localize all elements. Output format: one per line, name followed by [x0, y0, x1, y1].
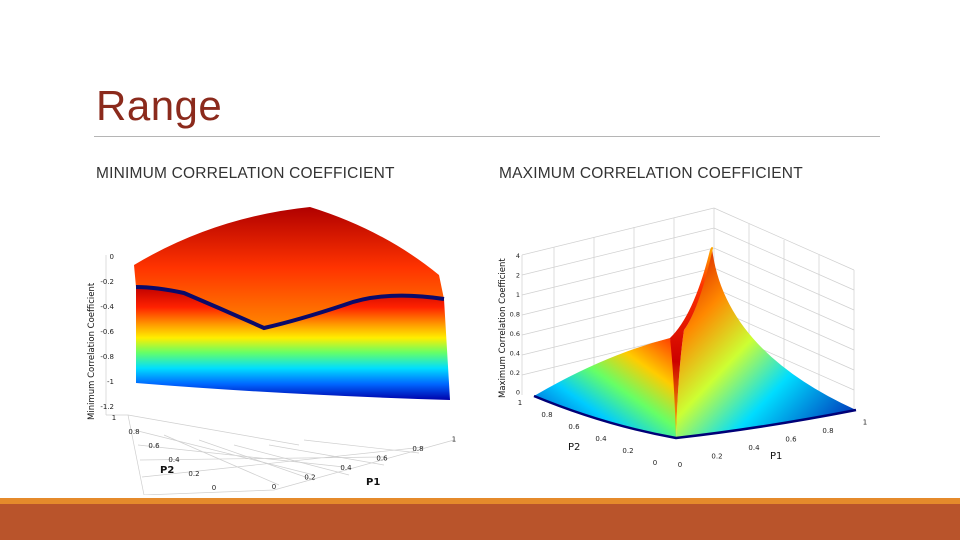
max-p1-tick-2: 0.4: [748, 444, 760, 452]
min-z-tick-5: -1: [107, 378, 114, 386]
max-z-tick-2: 1: [516, 291, 520, 299]
min-z-tick-0: 0: [110, 253, 114, 261]
min-z-tick-1: -0.2: [100, 278, 114, 286]
max-surface-right-wing: [676, 248, 856, 438]
min-minimum-ridge: [135, 285, 445, 331]
footer-accent-line: [0, 498, 960, 504]
min-p1-tick-4: 0.8: [412, 445, 423, 453]
max-p2-tick-1: 0.8: [541, 411, 552, 419]
min-plot-grid: [105, 255, 455, 495]
max-p2-tick-0: 1: [518, 399, 522, 407]
footer-bar: [0, 504, 960, 540]
max-z-tick-5: 0.4: [510, 350, 520, 358]
max-z-tick-0: 4: [516, 252, 520, 260]
max-p2-tick-2: 0.6: [568, 423, 580, 431]
max-correlation-heading: MAXIMUM CORRELATION COEFFICIENT: [499, 165, 803, 182]
max-z-tick-6: 0.2: [510, 369, 520, 377]
max-p2-tick-5: 0: [653, 459, 657, 467]
min-p1-tick-5: 1: [452, 436, 456, 444]
max-p2-tick-labels: 1 0.8 0.6 0.4 0.2 0: [518, 399, 657, 467]
min-p1-tick-1: 0.2: [304, 474, 315, 482]
max-p1-tick-4: 0.8: [822, 427, 833, 435]
max-p2-axis-label: P2: [568, 442, 580, 453]
max-p1-axis-label: P1: [770, 451, 782, 462]
min-z-tick-labels: 0 -0.2 -0.4 -0.6 -0.8 -1 -1.2: [100, 253, 114, 411]
min-p2-tick-4: 0.2: [188, 470, 199, 478]
max-p2-tick-3: 0.4: [595, 435, 607, 443]
max-z-tick-4: 0.6: [510, 330, 520, 338]
max-p1-tick-3: 0.6: [785, 436, 797, 444]
min-z-tick-4: -0.8: [100, 353, 114, 361]
slide-title: Range: [96, 82, 223, 129]
max-p1-tick-0: 0: [678, 461, 682, 469]
min-p1-tick-2: 0.4: [340, 464, 352, 472]
max-surface-front-edge: [533, 394, 857, 440]
min-p1-tick-3: 0.6: [376, 455, 388, 463]
min-p2-axis-label: P2: [160, 465, 174, 476]
min-p1-tick-0: 0: [272, 483, 276, 491]
max-z-tick-labels: 4 2 1 0.8 0.6 0.4 0.2 0: [510, 252, 520, 397]
min-p1-tick-labels: 0 0.2 0.4 0.6 0.8 1: [272, 436, 456, 492]
min-z-tick-2: -0.4: [100, 303, 114, 311]
max-surface-left-wing: [534, 338, 676, 438]
min-p2-tick-1: 0.8: [128, 428, 139, 436]
max-p2-tick-4: 0.2: [622, 447, 633, 455]
max-p1-tick-5: 1: [863, 419, 867, 427]
min-p1-axis-label: P1: [366, 477, 380, 488]
max-p1-tick-labels: 0 0.2 0.4 0.6 0.8 1: [678, 419, 867, 470]
max-z-tick-7: 0: [516, 389, 520, 397]
min-correlation-heading: MINIMUM CORRELATION COEFFICIENT: [96, 165, 395, 182]
min-p2-tick-3: 0.4: [168, 456, 180, 464]
title-divider: [94, 136, 880, 137]
min-p2-tick-2: 0.6: [148, 442, 160, 450]
max-z-axis-label: Maximum Correlation Coefficient: [498, 258, 508, 398]
min-p2-tick-labels: 1 0.8 0.6 0.4 0.2 0: [112, 414, 216, 492]
min-p2-tick-5: 0: [212, 484, 216, 492]
max-surface-spike: [670, 246, 713, 438]
min-correlation-surface-plot: 0 -0.2 -0.4 -0.6 -0.8 -1 -1.2 1 0.8 0.6 0.4 0.2 0 0…: [87, 207, 456, 495]
min-z-tick-6: -1.2: [100, 403, 114, 411]
min-z-axis-label: Minimum Correlation Coefficient: [87, 282, 97, 420]
max-p1-tick-1: 0.2: [711, 453, 722, 461]
min-surface-front: [136, 287, 450, 400]
max-z-tick-1: 2: [516, 272, 520, 280]
min-z-tick-3: -0.6: [100, 328, 114, 336]
min-p2-tick-0: 1: [112, 414, 116, 422]
max-z-tick-3: 0.8: [510, 311, 520, 319]
